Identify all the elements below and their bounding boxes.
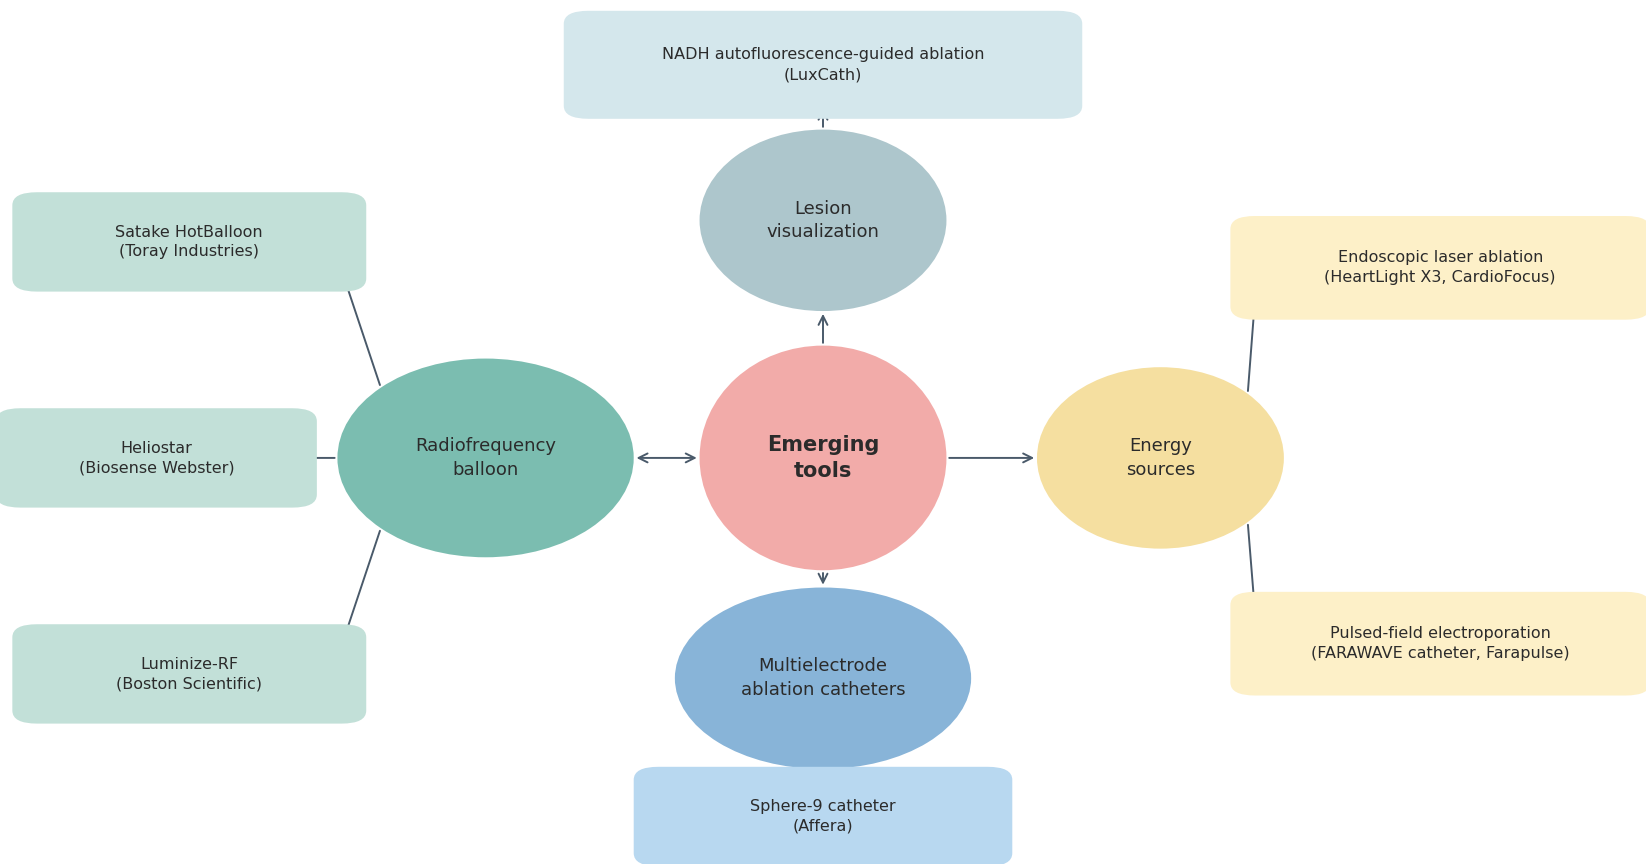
Text: Pulsed-field electroporation
(FARAWAVE catheter, Farapulse): Pulsed-field electroporation (FARAWAVE c… bbox=[1310, 626, 1570, 661]
Text: Energy
sources: Energy sources bbox=[1126, 437, 1195, 479]
Text: NADH autofluorescence-guided ablation
(LuxCath): NADH autofluorescence-guided ablation (L… bbox=[662, 48, 984, 82]
Text: Sphere-9 catheter
(Affera): Sphere-9 catheter (Affera) bbox=[751, 799, 895, 834]
Text: Luminize-RF
(Boston Scientific): Luminize-RF (Boston Scientific) bbox=[117, 657, 262, 691]
Text: Heliostar
(Biosense Webster): Heliostar (Biosense Webster) bbox=[79, 441, 234, 475]
Ellipse shape bbox=[700, 346, 946, 570]
Ellipse shape bbox=[337, 359, 634, 557]
Text: Emerging
tools: Emerging tools bbox=[767, 435, 879, 481]
Text: Lesion
visualization: Lesion visualization bbox=[767, 200, 879, 241]
FancyBboxPatch shape bbox=[634, 767, 1012, 864]
FancyBboxPatch shape bbox=[13, 624, 365, 724]
Ellipse shape bbox=[700, 130, 946, 311]
Ellipse shape bbox=[1037, 367, 1284, 549]
Text: Endoscopic laser ablation
(HeartLight X3, CardioFocus): Endoscopic laser ablation (HeartLight X3… bbox=[1325, 251, 1555, 285]
Text: Satake HotBalloon
(Toray Industries): Satake HotBalloon (Toray Industries) bbox=[115, 225, 263, 259]
Ellipse shape bbox=[675, 588, 971, 769]
FancyBboxPatch shape bbox=[0, 409, 316, 508]
FancyBboxPatch shape bbox=[13, 193, 365, 292]
Text: Radiofrequency
balloon: Radiofrequency balloon bbox=[415, 437, 556, 479]
FancyBboxPatch shape bbox=[1230, 216, 1646, 320]
FancyBboxPatch shape bbox=[563, 10, 1081, 118]
Text: Multielectrode
ablation catheters: Multielectrode ablation catheters bbox=[741, 658, 905, 699]
FancyBboxPatch shape bbox=[1230, 592, 1646, 696]
